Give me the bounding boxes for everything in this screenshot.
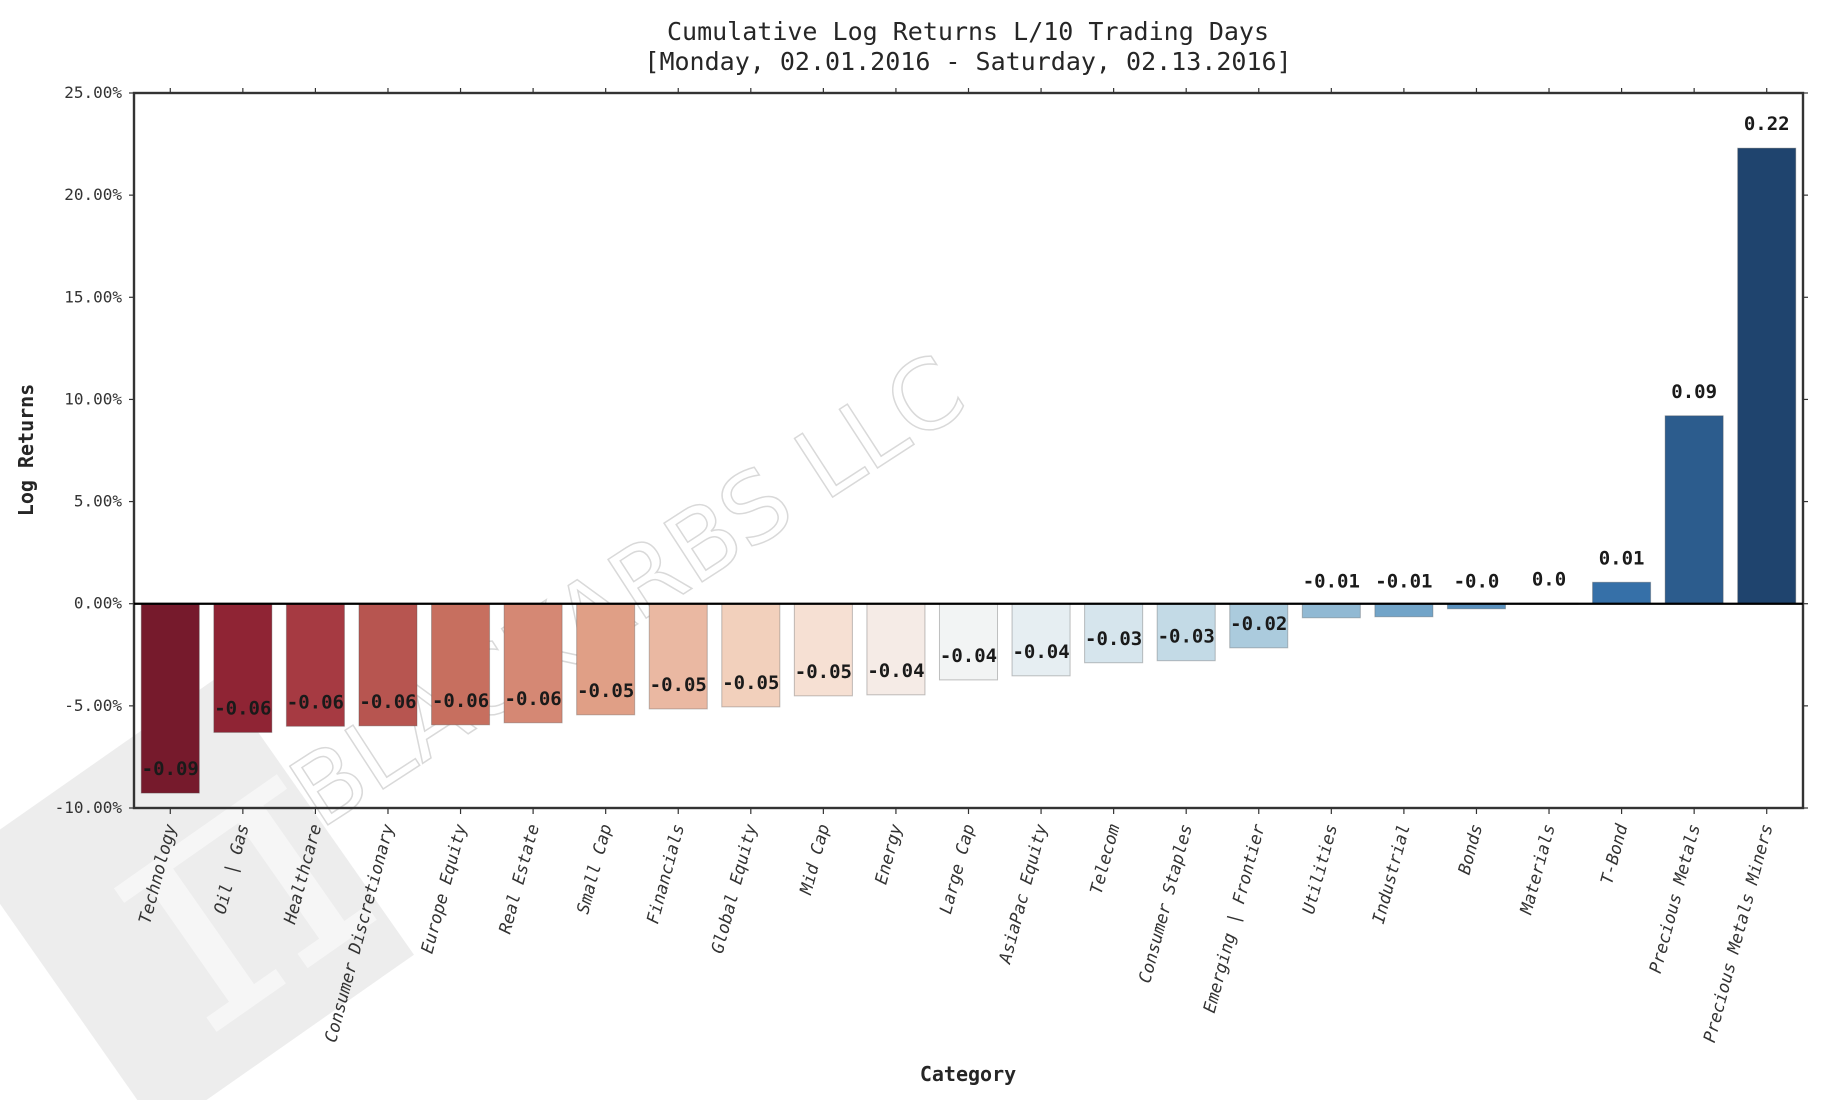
x-tick-label: Consumer Staples — [1135, 822, 1197, 985]
x-tick-label: Financials — [643, 822, 689, 926]
x-tick-label: AsiaPac Equity — [995, 821, 1052, 966]
x-tick-label: T-Bond — [1597, 821, 1632, 886]
bar — [721, 603, 781, 708]
bar-value-label: -0.06 — [287, 691, 344, 713]
bar — [1156, 603, 1216, 662]
y-tick-label: 0.00% — [74, 594, 123, 613]
bar-value-label: -0.03 — [1158, 626, 1215, 648]
x-tick-label: Small Cap — [573, 822, 616, 916]
bar — [1737, 147, 1797, 605]
bar — [648, 603, 708, 710]
watermark-text: BLACKARBS LLC — [272, 333, 984, 849]
bar-value-label: -0.04 — [940, 645, 997, 667]
bar — [503, 603, 563, 724]
bars — [140, 147, 1797, 794]
bar-value-label: -0.09 — [142, 758, 199, 780]
bar-value-label: -0.01 — [1375, 571, 1432, 593]
x-tick-label: Precious Metals — [1646, 822, 1705, 975]
x-tick-label: Real Estate — [495, 822, 543, 936]
bar-value-label: -0.03 — [1085, 628, 1142, 650]
x-tick-label: Large Cap — [936, 822, 979, 916]
x-tick-label: Industrial — [1369, 822, 1415, 926]
bar — [866, 603, 926, 696]
x-tick-label: Utilities — [1299, 822, 1342, 916]
x-tick-label: Materials — [1516, 822, 1559, 917]
y-axis: -10.00% -5.00% 0.00% 5.00% 10.00% 15.00% 20.00… — [55, 83, 1808, 817]
bar — [1011, 603, 1071, 677]
x-tick-label: Precious Metals Miners — [1700, 822, 1778, 1045]
bar — [1664, 415, 1724, 605]
bar-value-label: -0.0 — [1454, 571, 1500, 593]
bar-value-label: -0.05 — [795, 661, 852, 683]
y-tick-label: 25.00% — [64, 83, 122, 102]
bar — [1301, 603, 1361, 619]
bar — [1084, 603, 1144, 664]
x-tick-label: Emerging | Frontier — [1200, 821, 1270, 1015]
x-axis-label: Category — [920, 1062, 1016, 1086]
bar-value-label: -0.05 — [650, 674, 707, 696]
bar-value-label: -0.04 — [867, 660, 924, 682]
bar-value-label: -0.05 — [577, 680, 634, 702]
bar-value-labels: -0.09 -0.06 -0.06 -0.06 -0.06 -0.06 -0.05 -0.05… — [134, 113, 1803, 780]
x-tick-label: Mid Cap — [796, 822, 834, 897]
y-tick-label: 5.00% — [74, 492, 123, 511]
bar-value-label: -0.01 — [1303, 571, 1360, 593]
bar — [793, 603, 853, 697]
bar — [1592, 581, 1652, 605]
bar-value-label: -0.05 — [722, 672, 779, 694]
y-tick-label: -10.00% — [55, 798, 123, 817]
bar — [213, 603, 273, 733]
x-tick-label: Bonds — [1455, 822, 1488, 877]
bar-value-label: 0.0 — [1532, 568, 1566, 590]
bar-value-label: -0.06 — [432, 690, 489, 712]
y-tick-label: 10.00% — [64, 389, 122, 408]
x-tick-label: Europe Equity — [418, 821, 472, 955]
bar-value-label: 0.09 — [1671, 381, 1717, 403]
chart-title: Cumulative Log Returns L/10 Trading Days — [667, 17, 1269, 46]
bar-value-label: 0.22 — [1744, 113, 1790, 135]
bar-value-label: 0.01 — [1599, 547, 1645, 569]
y-tick-label: 15.00% — [64, 287, 122, 306]
y-axis-label: Log Returns — [14, 384, 38, 516]
bar — [431, 603, 491, 726]
bar — [1374, 603, 1434, 618]
bar-value-label: -0.06 — [359, 691, 416, 713]
bar-value-label: -0.06 — [505, 688, 562, 710]
bar — [285, 603, 345, 727]
bar-value-label: -0.02 — [1230, 613, 1287, 635]
x-tick-label: Telecom — [1087, 822, 1125, 896]
bar — [140, 603, 200, 794]
bar-value-label: -0.06 — [214, 697, 271, 719]
x-tick-label: Global Equity — [708, 821, 762, 955]
y-tick-label: -5.00% — [64, 696, 122, 715]
chart-subtitle: [Monday, 02.01.2016 - Saturday, 02.13.20… — [644, 47, 1291, 76]
x-tick-label: Energy — [872, 821, 907, 886]
y-tick-label: 20.00% — [64, 185, 122, 204]
bar-value-label: -0.04 — [1012, 641, 1069, 663]
bar — [938, 603, 999, 681]
